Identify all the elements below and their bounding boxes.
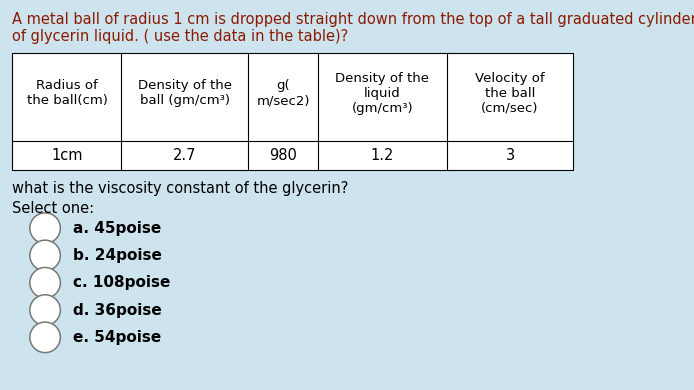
- Text: Velocity of
the ball
(cm/sec): Velocity of the ball (cm/sec): [475, 71, 545, 115]
- Text: Density of the
ball (gm/cm³): Density of the ball (gm/cm³): [138, 79, 232, 107]
- Text: 1cm: 1cm: [51, 148, 83, 163]
- Text: 1.2: 1.2: [371, 148, 394, 163]
- Text: A metal ball of radius 1 cm is dropped straight down from the top of a tall grad: A metal ball of radius 1 cm is dropped s…: [12, 12, 694, 27]
- Text: 3: 3: [505, 148, 515, 163]
- Text: b. 24poise: b. 24poise: [73, 248, 162, 263]
- Text: c. 108poise: c. 108poise: [73, 275, 170, 290]
- Text: d. 36poise: d. 36poise: [73, 303, 162, 317]
- Text: Select one:: Select one:: [12, 201, 94, 216]
- Text: Density of the
liquid
(gm/cm³): Density of the liquid (gm/cm³): [335, 71, 430, 115]
- Text: 980: 980: [269, 148, 297, 163]
- Text: what is the viscosity constant of the glycerin?: what is the viscosity constant of the gl…: [12, 181, 349, 196]
- Text: of glycerin liquid. ( use the data in the table)?: of glycerin liquid. ( use the data in th…: [12, 29, 349, 44]
- Text: 2.7: 2.7: [174, 148, 196, 163]
- Text: a. 45poise: a. 45poise: [73, 221, 161, 236]
- Text: e. 54poise: e. 54poise: [73, 330, 161, 345]
- Text: Radius of
the ball(cm): Radius of the ball(cm): [26, 79, 108, 107]
- Text: g(
m/sec2): g( m/sec2): [256, 79, 310, 107]
